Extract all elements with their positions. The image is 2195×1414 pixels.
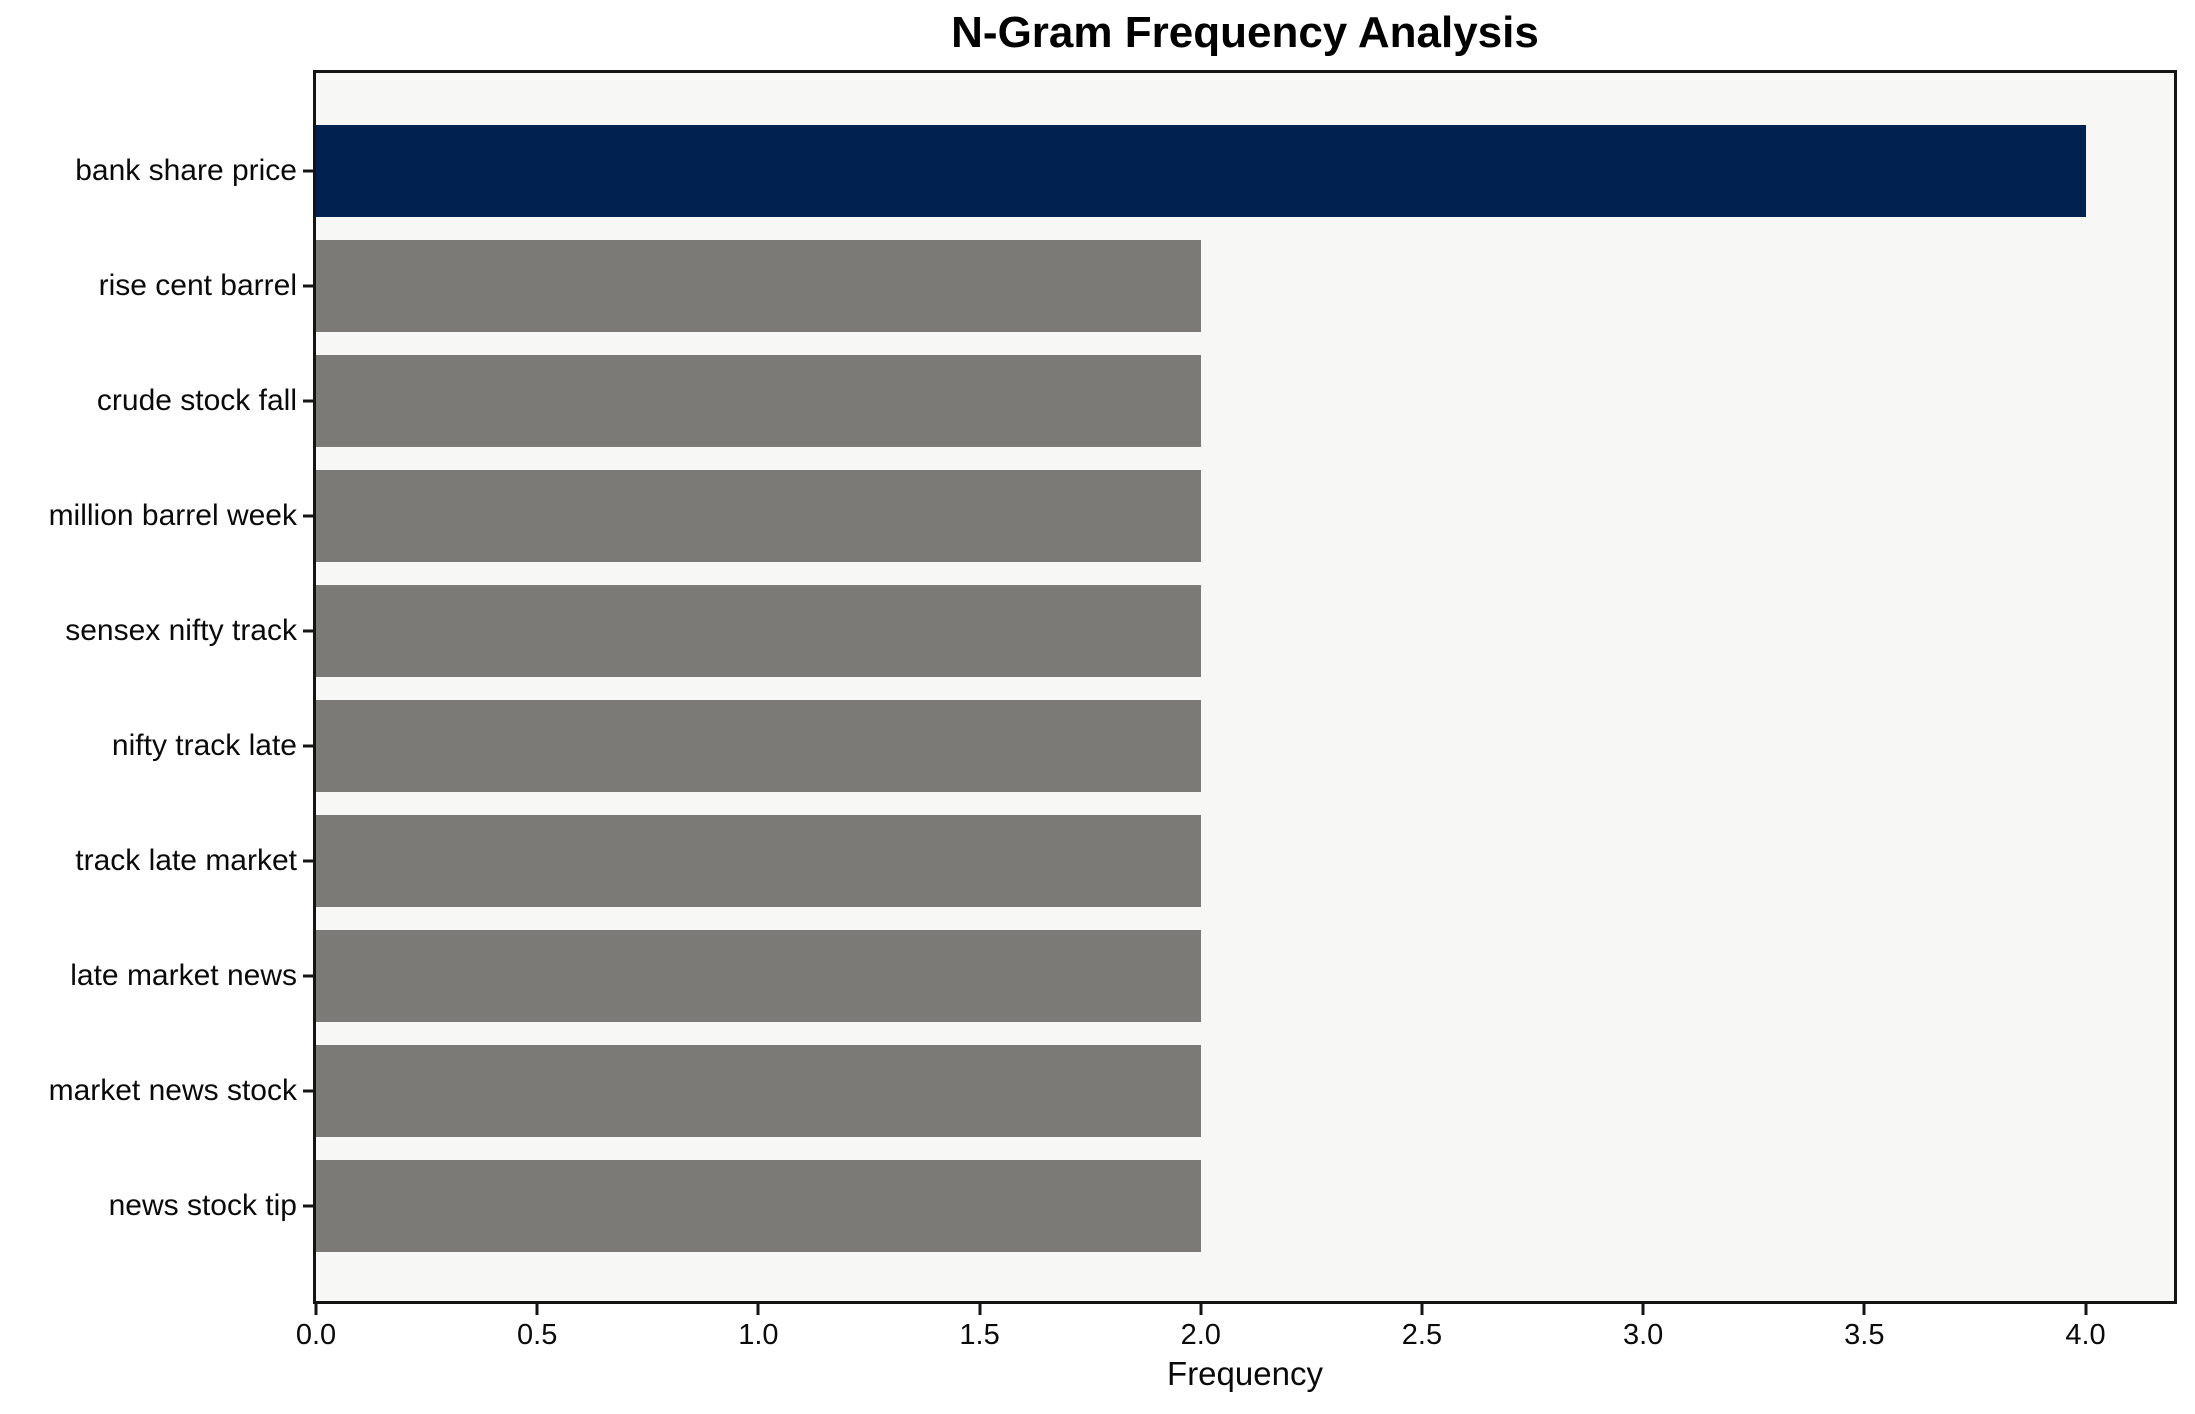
x-tick-label: 3.0 bbox=[1622, 1319, 1664, 1351]
y-tick-mark bbox=[303, 744, 313, 748]
y-tick-mark bbox=[303, 1204, 313, 1208]
bar-row: sensex nifty track bbox=[65, 574, 2174, 689]
category-label: late market news bbox=[70, 958, 297, 992]
x-tick-label: 2.0 bbox=[1180, 1319, 1221, 1351]
bar-rows: bank share price rise cent barrel crude st… bbox=[49, 114, 2174, 1263]
frequency-bar bbox=[316, 700, 1201, 792]
category-label: market news stock bbox=[48, 1073, 297, 1107]
y-tick-mark bbox=[303, 629, 313, 633]
x-tick-label: 1.5 bbox=[959, 1319, 1000, 1351]
bar-row: million barrel week bbox=[49, 459, 2174, 574]
category-label: rise cent barrel bbox=[98, 269, 297, 303]
bar-row: crude stock fall bbox=[97, 344, 2174, 459]
x-axis-label: Frequency bbox=[1167, 1355, 1323, 1392]
bar-row: late market news bbox=[70, 918, 2174, 1033]
x-tick-label: 0.0 bbox=[295, 1319, 337, 1351]
y-tick-mark bbox=[303, 1089, 313, 1093]
bar-row: bank share price bbox=[75, 114, 2174, 229]
bar-row: nifty track late bbox=[112, 689, 2174, 804]
frequency-bar bbox=[316, 814, 1201, 907]
category-label: news stock tip bbox=[108, 1188, 297, 1222]
x-axis: Frequency 0.0 0.5 1.0 1.5 2.0 2.5 3.0 3.5 4.0 bbox=[296, 1304, 2174, 1414]
y-tick-mark bbox=[303, 284, 313, 288]
category-label: million barrel week bbox=[48, 499, 297, 533]
frequency-bar bbox=[316, 585, 1201, 678]
category-label: bank share price bbox=[75, 154, 297, 188]
frequency-bar bbox=[316, 1159, 1201, 1252]
frequency-bar bbox=[316, 1044, 1201, 1137]
bar-chart: bank share price rise cent barrel crude st… bbox=[49, 70, 2177, 1392]
x-tick-label: 1.0 bbox=[738, 1319, 779, 1351]
y-tick-mark bbox=[303, 399, 313, 403]
bar-row: news stock tip bbox=[109, 1148, 2174, 1263]
y-tick-mark bbox=[303, 169, 313, 173]
x-tick-mark bbox=[314, 1304, 318, 1315]
frequency-bar bbox=[316, 929, 1201, 1022]
bar-row: market news stock bbox=[49, 1033, 2174, 1148]
x-tick-mark bbox=[1862, 1304, 1866, 1315]
x-tick-mark bbox=[978, 1304, 982, 1315]
x-tick-mark bbox=[1641, 1304, 1645, 1315]
x-tick-mark bbox=[1199, 1304, 1203, 1315]
frequency-bar bbox=[316, 470, 1201, 563]
frequency-bar bbox=[316, 125, 2086, 218]
x-tick-label: 2.5 bbox=[1401, 1319, 1443, 1351]
x-tick-mark bbox=[2084, 1304, 2088, 1315]
x-tick-mark bbox=[535, 1304, 539, 1315]
category-label: track late market bbox=[75, 843, 297, 877]
bar-row: track late market bbox=[75, 803, 2174, 918]
x-tick-label: 4.0 bbox=[2065, 1319, 2106, 1351]
y-tick-mark bbox=[303, 514, 313, 518]
category-label: nifty track late bbox=[111, 728, 297, 762]
frequency-bar bbox=[316, 355, 1201, 448]
x-tick-label: 3.5 bbox=[1844, 1319, 1885, 1351]
x-tick-label: 0.5 bbox=[517, 1319, 558, 1351]
y-tick-mark bbox=[303, 859, 313, 863]
bar-row: rise cent barrel bbox=[99, 229, 2174, 344]
x-tick-mark bbox=[756, 1304, 760, 1315]
category-label: sensex nifty track bbox=[65, 614, 297, 648]
y-tick-mark bbox=[303, 974, 313, 978]
plot-area: bank share price rise cent barrel crude st… bbox=[49, 70, 2177, 1304]
category-label: crude stock fall bbox=[96, 384, 297, 418]
frequency-bar bbox=[316, 240, 1201, 333]
chart-title: N-Gram Frequency Analysis bbox=[951, 8, 1539, 57]
x-tick-mark bbox=[1420, 1304, 1424, 1315]
